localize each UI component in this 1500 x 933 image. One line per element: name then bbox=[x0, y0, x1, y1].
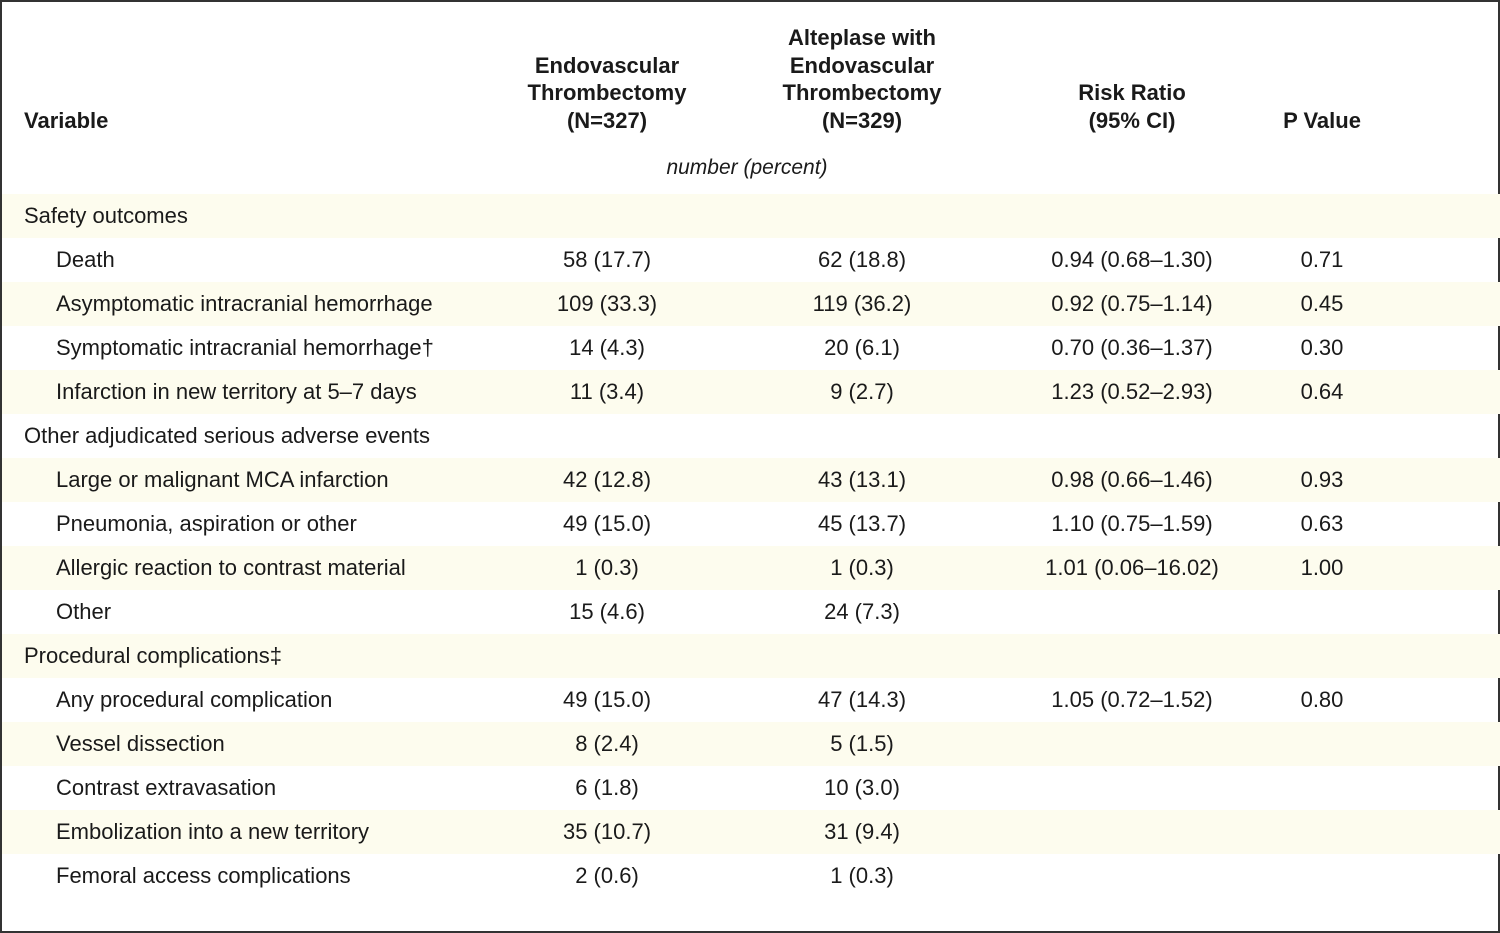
row-group1: 8 (2.4) bbox=[492, 722, 722, 766]
row-group2: 24 (7.3) bbox=[722, 590, 1002, 634]
section-header: Safety outcomes bbox=[2, 194, 492, 238]
row-risk-ratio: 0.98 (0.66–1.46) bbox=[1002, 458, 1262, 502]
row-p-value bbox=[1262, 590, 1382, 634]
row-variable: Embolization into a new territory bbox=[2, 810, 492, 854]
row-p-value: 0.93 bbox=[1262, 458, 1382, 502]
row-variable: Contrast extravasation bbox=[2, 766, 492, 810]
row-risk-ratio bbox=[1002, 810, 1262, 854]
row-variable: Death bbox=[2, 238, 492, 282]
row-group2: 119 (36.2) bbox=[722, 282, 1002, 326]
row-group2: 1 (0.3) bbox=[722, 546, 1002, 590]
row-p-value: 1.00 bbox=[1262, 546, 1382, 590]
row-group1: 11 (3.4) bbox=[492, 370, 722, 414]
row-p-value bbox=[1262, 810, 1382, 854]
row-group1: 35 (10.7) bbox=[492, 810, 722, 854]
col-header-group2: Alteplase with EndovascularThrombectomy(… bbox=[722, 2, 1002, 152]
row-p-value: 0.80 bbox=[1262, 678, 1382, 722]
section-header: Procedural complications‡ bbox=[2, 634, 492, 678]
row-p-value: 0.63 bbox=[1262, 502, 1382, 546]
row-variable: Asymptomatic intracranial hemorrhage bbox=[2, 282, 492, 326]
row-group1: 58 (17.7) bbox=[492, 238, 722, 282]
row-risk-ratio bbox=[1002, 854, 1262, 898]
row-group2: 62 (18.8) bbox=[722, 238, 1002, 282]
row-group1: 42 (12.8) bbox=[492, 458, 722, 502]
row-group2: 10 (3.0) bbox=[722, 766, 1002, 810]
section-header: Other adjudicated serious adverse events bbox=[2, 414, 492, 458]
row-group1: 49 (15.0) bbox=[492, 502, 722, 546]
row-risk-ratio: 1.23 (0.52–2.93) bbox=[1002, 370, 1262, 414]
row-group2: 20 (6.1) bbox=[722, 326, 1002, 370]
row-variable: Allergic reaction to contrast material bbox=[2, 546, 492, 590]
outcomes-table: Variable EndovascularThrombectomy(N=327)… bbox=[2, 2, 1500, 898]
table-body: Safety outcomesDeath58 (17.7)62 (18.8)0.… bbox=[2, 194, 1500, 898]
row-variable: Any procedural complication bbox=[2, 678, 492, 722]
col-header-p-value: P Value bbox=[1262, 2, 1382, 152]
row-risk-ratio bbox=[1002, 766, 1262, 810]
table-frame: Variable EndovascularThrombectomy(N=327)… bbox=[0, 0, 1500, 933]
row-risk-ratio bbox=[1002, 722, 1262, 766]
row-group1: 2 (0.6) bbox=[492, 854, 722, 898]
row-group2: 31 (9.4) bbox=[722, 810, 1002, 854]
row-risk-ratio bbox=[1002, 590, 1262, 634]
row-risk-ratio: 1.05 (0.72–1.52) bbox=[1002, 678, 1262, 722]
row-group1: 1 (0.3) bbox=[492, 546, 722, 590]
row-variable: Large or malignant MCA infarction bbox=[2, 458, 492, 502]
row-group1: 49 (15.0) bbox=[492, 678, 722, 722]
row-group2: 1 (0.3) bbox=[722, 854, 1002, 898]
row-variable: Vessel dissection bbox=[2, 722, 492, 766]
row-risk-ratio: 1.10 (0.75–1.59) bbox=[1002, 502, 1262, 546]
row-variable: Other bbox=[2, 590, 492, 634]
row-group1: 14 (4.3) bbox=[492, 326, 722, 370]
row-group1: 6 (1.8) bbox=[492, 766, 722, 810]
row-p-value: 0.30 bbox=[1262, 326, 1382, 370]
col-header-group1: EndovascularThrombectomy(N=327) bbox=[492, 2, 722, 152]
row-group2: 47 (14.3) bbox=[722, 678, 1002, 722]
row-risk-ratio: 0.94 (0.68–1.30) bbox=[1002, 238, 1262, 282]
row-group2: 9 (2.7) bbox=[722, 370, 1002, 414]
row-group2: 5 (1.5) bbox=[722, 722, 1002, 766]
row-p-value bbox=[1262, 766, 1382, 810]
row-group2: 45 (13.7) bbox=[722, 502, 1002, 546]
row-p-value: 0.71 bbox=[1262, 238, 1382, 282]
row-p-value: 0.45 bbox=[1262, 282, 1382, 326]
col-header-variable: Variable bbox=[2, 2, 492, 152]
row-risk-ratio: 1.01 (0.06–16.02) bbox=[1002, 546, 1262, 590]
row-p-value bbox=[1262, 722, 1382, 766]
row-variable: Symptomatic intracranial hemorrhage† bbox=[2, 326, 492, 370]
col-header-risk-ratio: Risk Ratio(95% CI) bbox=[1002, 2, 1262, 152]
row-p-value: 0.64 bbox=[1262, 370, 1382, 414]
row-group2: 43 (13.1) bbox=[722, 458, 1002, 502]
row-risk-ratio: 0.92 (0.75–1.14) bbox=[1002, 282, 1262, 326]
row-group1: 109 (33.3) bbox=[492, 282, 722, 326]
row-risk-ratio: 0.70 (0.36–1.37) bbox=[1002, 326, 1262, 370]
row-p-value bbox=[1262, 854, 1382, 898]
subheader-units: number (percent) bbox=[492, 152, 1002, 194]
row-variable: Femoral access complications bbox=[2, 854, 492, 898]
row-variable: Infarction in new territory at 5–7 days bbox=[2, 370, 492, 414]
row-variable: Pneumonia, aspiration or other bbox=[2, 502, 492, 546]
row-group1: 15 (4.6) bbox=[492, 590, 722, 634]
